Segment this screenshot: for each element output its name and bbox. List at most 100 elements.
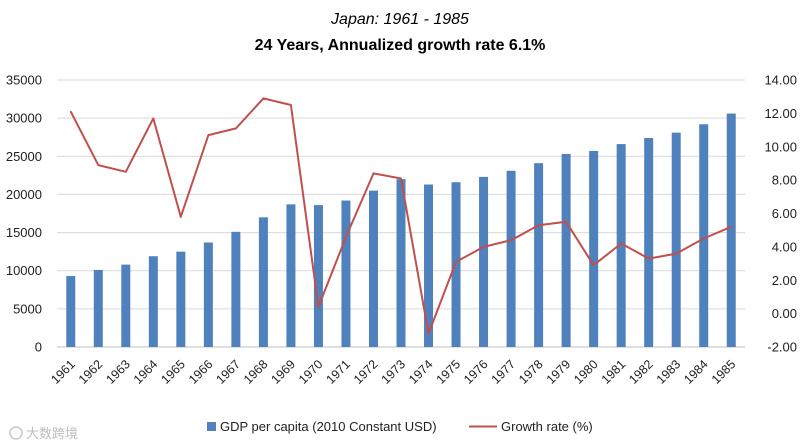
x-tick-label: 1964 bbox=[131, 357, 161, 387]
gdp-bar-1970 bbox=[313, 205, 323, 347]
gdp-bar-1972 bbox=[368, 190, 378, 347]
growth-point-1965 bbox=[180, 216, 182, 218]
gdp-bar-1978 bbox=[534, 163, 544, 347]
gdp-bars bbox=[66, 113, 736, 348]
left-tick-label: 20000 bbox=[6, 187, 42, 202]
right-tick-label: 12.00 bbox=[764, 106, 797, 121]
growth-point-1976 bbox=[482, 246, 485, 248]
growth-point-1970 bbox=[317, 306, 320, 308]
right-tick-label: 6.00 bbox=[772, 206, 797, 221]
legend-growth-label: Growth rate (%) bbox=[501, 419, 593, 434]
x-tick-label: 1974 bbox=[406, 357, 436, 387]
gdp-bar-1965 bbox=[176, 251, 186, 347]
growth-point-1979 bbox=[565, 221, 567, 223]
gdp-bar-1961 bbox=[66, 276, 76, 347]
x-tick-label: 1971 bbox=[324, 357, 354, 387]
x-tick-label: 1966 bbox=[186, 357, 216, 387]
x-tick-label: 1968 bbox=[241, 357, 271, 387]
gdp-bar-1966 bbox=[203, 242, 213, 347]
legend-gdp-label: GDP per capita (2010 Constant USD) bbox=[220, 419, 437, 434]
x-tick-label: 1979 bbox=[544, 357, 574, 387]
growth-point-1971 bbox=[345, 236, 347, 238]
growth-point-1969 bbox=[290, 104, 292, 106]
right-tick-label: 2.00 bbox=[772, 273, 797, 288]
gdp-bar-1969 bbox=[286, 204, 296, 347]
growth-point-1962 bbox=[97, 164, 100, 166]
right-tick-label: 4.00 bbox=[772, 239, 797, 254]
x-tick-label: 1970 bbox=[296, 357, 326, 387]
growth-point-1983 bbox=[675, 252, 677, 255]
growth-point-1980 bbox=[592, 264, 595, 267]
x-tick-label: 1978 bbox=[516, 357, 546, 387]
watermark: 大数跨境 bbox=[9, 426, 78, 441]
x-tick-label: 1976 bbox=[461, 357, 491, 387]
gdp-bar-1968 bbox=[258, 217, 268, 347]
growth-point-1981 bbox=[620, 242, 622, 245]
growth-point-1966 bbox=[207, 134, 210, 136]
watermark-text: 大数跨境 bbox=[26, 426, 78, 441]
growth-point-1978 bbox=[537, 224, 540, 226]
right-tick-label: 14.00 bbox=[764, 73, 797, 88]
left-tick-label: 10000 bbox=[6, 263, 42, 278]
x-tick-label: 1981 bbox=[599, 357, 629, 387]
x-tick-label: 1963 bbox=[103, 357, 133, 387]
gdp-bar-1973 bbox=[396, 179, 406, 347]
x-tick-label: 1980 bbox=[571, 357, 601, 387]
gdp-bar-1964 bbox=[148, 256, 158, 347]
growth-point-1972 bbox=[372, 172, 375, 175]
gdp-bar-1983 bbox=[671, 132, 681, 347]
growth-line bbox=[69, 97, 733, 335]
right-tick-label: 0.00 bbox=[772, 306, 797, 321]
x-tick-label: 1982 bbox=[626, 357, 656, 387]
gdp-bar-1971 bbox=[341, 200, 351, 347]
x-tick-label: 1965 bbox=[158, 357, 188, 387]
x-tick-label: 1969 bbox=[268, 357, 298, 387]
x-tick-label: 1983 bbox=[654, 357, 684, 387]
growth-point-1964 bbox=[152, 117, 155, 120]
growth-point-1968 bbox=[262, 97, 265, 100]
growth-point-1974 bbox=[427, 332, 430, 335]
legend-gdp-swatch bbox=[207, 422, 216, 431]
left-tick-label: 15000 bbox=[6, 225, 42, 240]
growth-point-1984 bbox=[702, 237, 705, 240]
chart-subtitle: 24 Years, Annualized growth rate 6.1% bbox=[255, 37, 546, 54]
gdp-bar-1976 bbox=[479, 176, 489, 347]
gdp-bar-1963 bbox=[121, 264, 131, 347]
x-tick-label: 1977 bbox=[489, 357, 519, 387]
right-tick-label: 10.00 bbox=[764, 139, 797, 154]
gdp-bar-1980 bbox=[589, 150, 599, 347]
growth-point-1963 bbox=[125, 170, 127, 173]
x-tick-label: 1984 bbox=[681, 357, 711, 387]
growth-point-1977 bbox=[510, 239, 512, 241]
left-tick-label: 35000 bbox=[6, 73, 42, 88]
chart-title: Japan: 1961 - 1985 bbox=[330, 11, 469, 28]
gdp-bar-1982 bbox=[644, 137, 654, 347]
watermark-logo-icon bbox=[9, 426, 23, 440]
growth-point-1985 bbox=[730, 226, 733, 228]
x-tick-label: 1973 bbox=[379, 357, 409, 387]
right-tick-label: -2.00 bbox=[767, 340, 797, 355]
legend: GDP per capita (2010 Constant USD) Growt… bbox=[207, 419, 593, 434]
left-axis-ticks: 0 5000 10000 15000 20000 25000 30000 35000 bbox=[6, 73, 42, 355]
gdp-bar-1977 bbox=[506, 170, 516, 347]
gdp-bar-1979 bbox=[561, 153, 571, 347]
x-tick-label: 1972 bbox=[351, 357, 381, 387]
right-tick-label: 8.00 bbox=[772, 173, 797, 188]
right-axis-ticks: -2.00 0.00 2.00 4.00 6.00 8.00 10.00 12.00 14.00 bbox=[764, 73, 797, 355]
gdp-bar-1975 bbox=[451, 182, 461, 347]
x-tick-label: 1967 bbox=[213, 357, 243, 387]
growth-point-1975 bbox=[455, 261, 457, 263]
left-tick-label: 25000 bbox=[6, 149, 42, 164]
gdp-bar-1984 bbox=[699, 124, 709, 347]
growth-point-1973 bbox=[400, 177, 402, 180]
gdp-bar-1981 bbox=[616, 144, 626, 347]
x-tick-label: 1962 bbox=[76, 357, 106, 387]
x-tick-label: 1985 bbox=[709, 357, 739, 387]
growth-point-1967 bbox=[235, 127, 237, 130]
left-tick-label: 30000 bbox=[6, 111, 42, 126]
x-axis-ticks: 1961196219631964196519661967196819691970… bbox=[48, 357, 738, 387]
left-tick-label: 0 bbox=[35, 340, 42, 355]
growth-point-1982 bbox=[647, 257, 650, 260]
gdp-bar-1974 bbox=[424, 184, 434, 347]
